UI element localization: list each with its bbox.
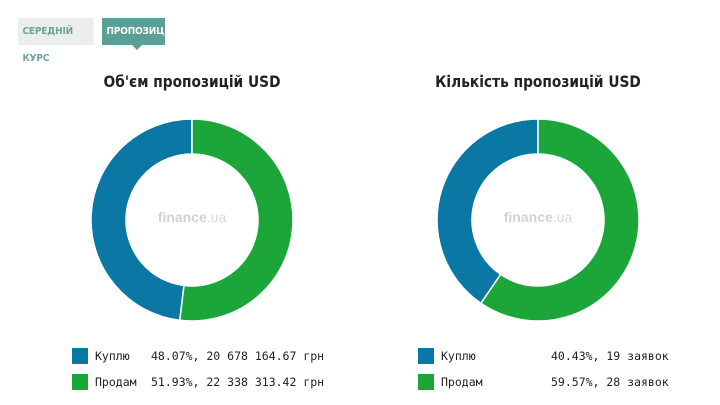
legend-item-buy[interactable]: Куплю 48.07%, 20 678 164.67 грн [72,347,352,365]
tab-average-rate[interactable]: СЕРЕДНІЙ КУРС [18,18,94,64]
legend-value: 40.43%, 19 заявок [551,349,669,363]
legend-value: 48.07%, 20 678 164.67 грн [151,349,325,363]
count-donut-chart [436,118,640,322]
volume-donut-chart [90,118,294,322]
legend-value: 51.93%, 22 338 313.42 грн [151,375,325,389]
chart-legend: Куплю 40.43%, 19 заявок Продам 59.57%, 2… [418,347,698,399]
tab-bar: СЕРЕДНІЙ КУРС ПРОПОЗИЦІЇ [18,18,172,64]
donut-slice-buy[interactable] [90,118,193,322]
donut-slice-sell[interactable] [178,118,294,322]
chart-title: Об'єм пропозицій USD [103,72,281,91]
legend-swatch-buy [72,348,88,364]
legend-swatch-buy [418,348,434,364]
legend-item-sell[interactable]: Продам 59.57%, 28 заявок [418,373,698,391]
legend-label: Продам [95,375,137,389]
legend-item-sell[interactable]: Продам 51.93%, 22 338 313.42 грн [72,373,352,391]
legend-label: Куплю [441,349,476,363]
volume-chart-panel: Об'єм пропозицій USD finance.ua Куплю 48… [42,0,342,405]
legend-swatch-sell [72,374,88,390]
legend-label: Куплю [95,349,130,363]
donut-slice-buy[interactable] [436,118,539,305]
count-chart-panel: Кількість пропозицій USD finance.ua Купл… [388,0,688,405]
donut-slice-sell[interactable] [479,118,640,322]
chart-legend: Куплю 48.07%, 20 678 164.67 грн Продам 5… [72,347,352,399]
legend-item-buy[interactable]: Куплю 40.43%, 19 заявок [418,347,698,365]
legend-label: Продам [441,375,483,389]
chart-title: Кількість пропозицій USD [435,72,641,91]
tab-offers-wrap: ПРОПОЗИЦІЇ [102,18,172,50]
legend-swatch-sell [418,374,434,390]
tab-offers[interactable]: ПРОПОЗИЦІЇ [102,18,171,45]
legend-value: 59.57%, 28 заявок [551,375,669,389]
